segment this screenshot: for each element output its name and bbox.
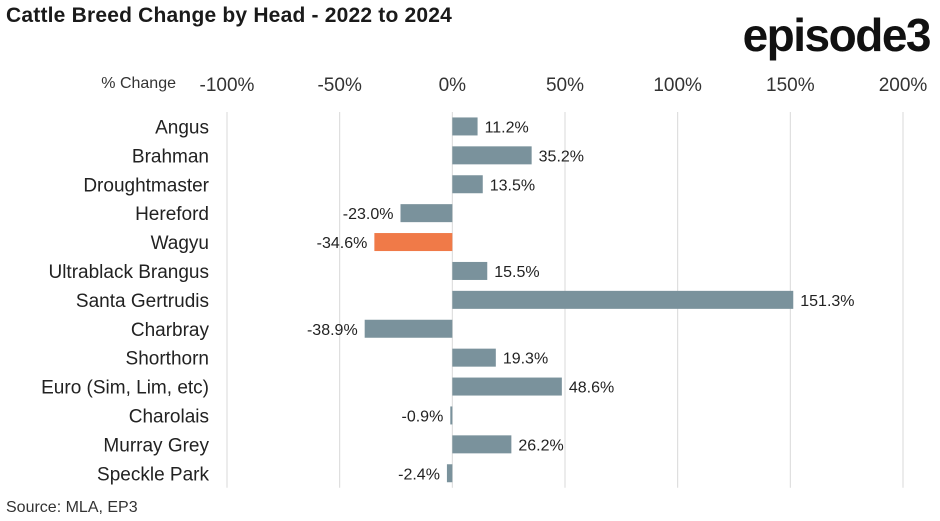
value-labels: 11.2% 35.2%13.5% -23.0% -34.6% 15.5% 151.3% -3… [307,119,855,483]
x-tick-label: -100% [200,75,255,96]
value-label: 48.6% [569,380,614,397]
category-label: Charbray [131,320,210,341]
bar [452,435,512,454]
bars [364,117,794,483]
category-label: Charolais [129,406,209,427]
x-tick-label: -50% [317,75,361,96]
x-tick-label: 150% [766,75,815,96]
value-label: 26.2% [518,437,563,454]
value-label: -34.6% [317,235,368,252]
x-tick-label: 200% [879,75,928,96]
bar [364,319,453,338]
value-label: -23.0% [343,206,394,223]
category-label: Euro (Sim, Lim, etc) [41,378,209,399]
category-label: Santa Gertrudis [76,291,209,312]
value-label: 151.3% [800,293,854,310]
value-label: 11.2% [485,119,529,136]
category-label: Shorthorn [126,349,209,370]
bar [400,204,453,223]
bar [452,175,483,194]
value-label: 35.2% [539,148,584,165]
bar [452,290,794,309]
bar [452,261,488,280]
x-tick-label: 100% [653,75,702,96]
category-label: Angus [155,117,209,138]
chart-title: Cattle Breed Change by Head - 2022 to 20… [6,4,453,27]
bar [374,233,453,252]
bar [452,348,496,367]
value-label: -38.9% [307,322,358,339]
episode3-logo: episode3 [742,9,932,61]
bar [452,117,478,136]
value-label: 19.3% [503,351,548,368]
value-label: 15.5% [494,264,539,281]
bar [452,377,562,396]
category-label: Speckle Park [97,464,209,485]
source-note: Source: MLA, EP3 [6,499,138,516]
x-axis-ticks: -100% -50% 0% 50% 100% 150% 200% [200,75,928,96]
value-label: -0.9% [402,408,444,425]
category-labels: Angus Brahman Droughtmaster Hereford Wagyu Ul… [41,117,210,485]
category-label: Murray Grey [103,435,209,456]
category-label: Droughtmaster [83,175,209,196]
category-label: Hereford [135,204,209,225]
category-label: Wagyu [151,233,209,254]
x-tick-label: 0% [439,75,467,96]
bar [452,146,532,165]
bar [450,406,453,425]
value-label: -2.4% [398,466,440,483]
category-label: Ultrablack Brangus [48,262,209,283]
bar [446,464,453,483]
value-label: 13.5% [490,177,535,194]
axis-label: % Change [101,75,176,92]
x-tick-label: 50% [546,75,584,96]
category-label: Brahman [132,146,209,167]
